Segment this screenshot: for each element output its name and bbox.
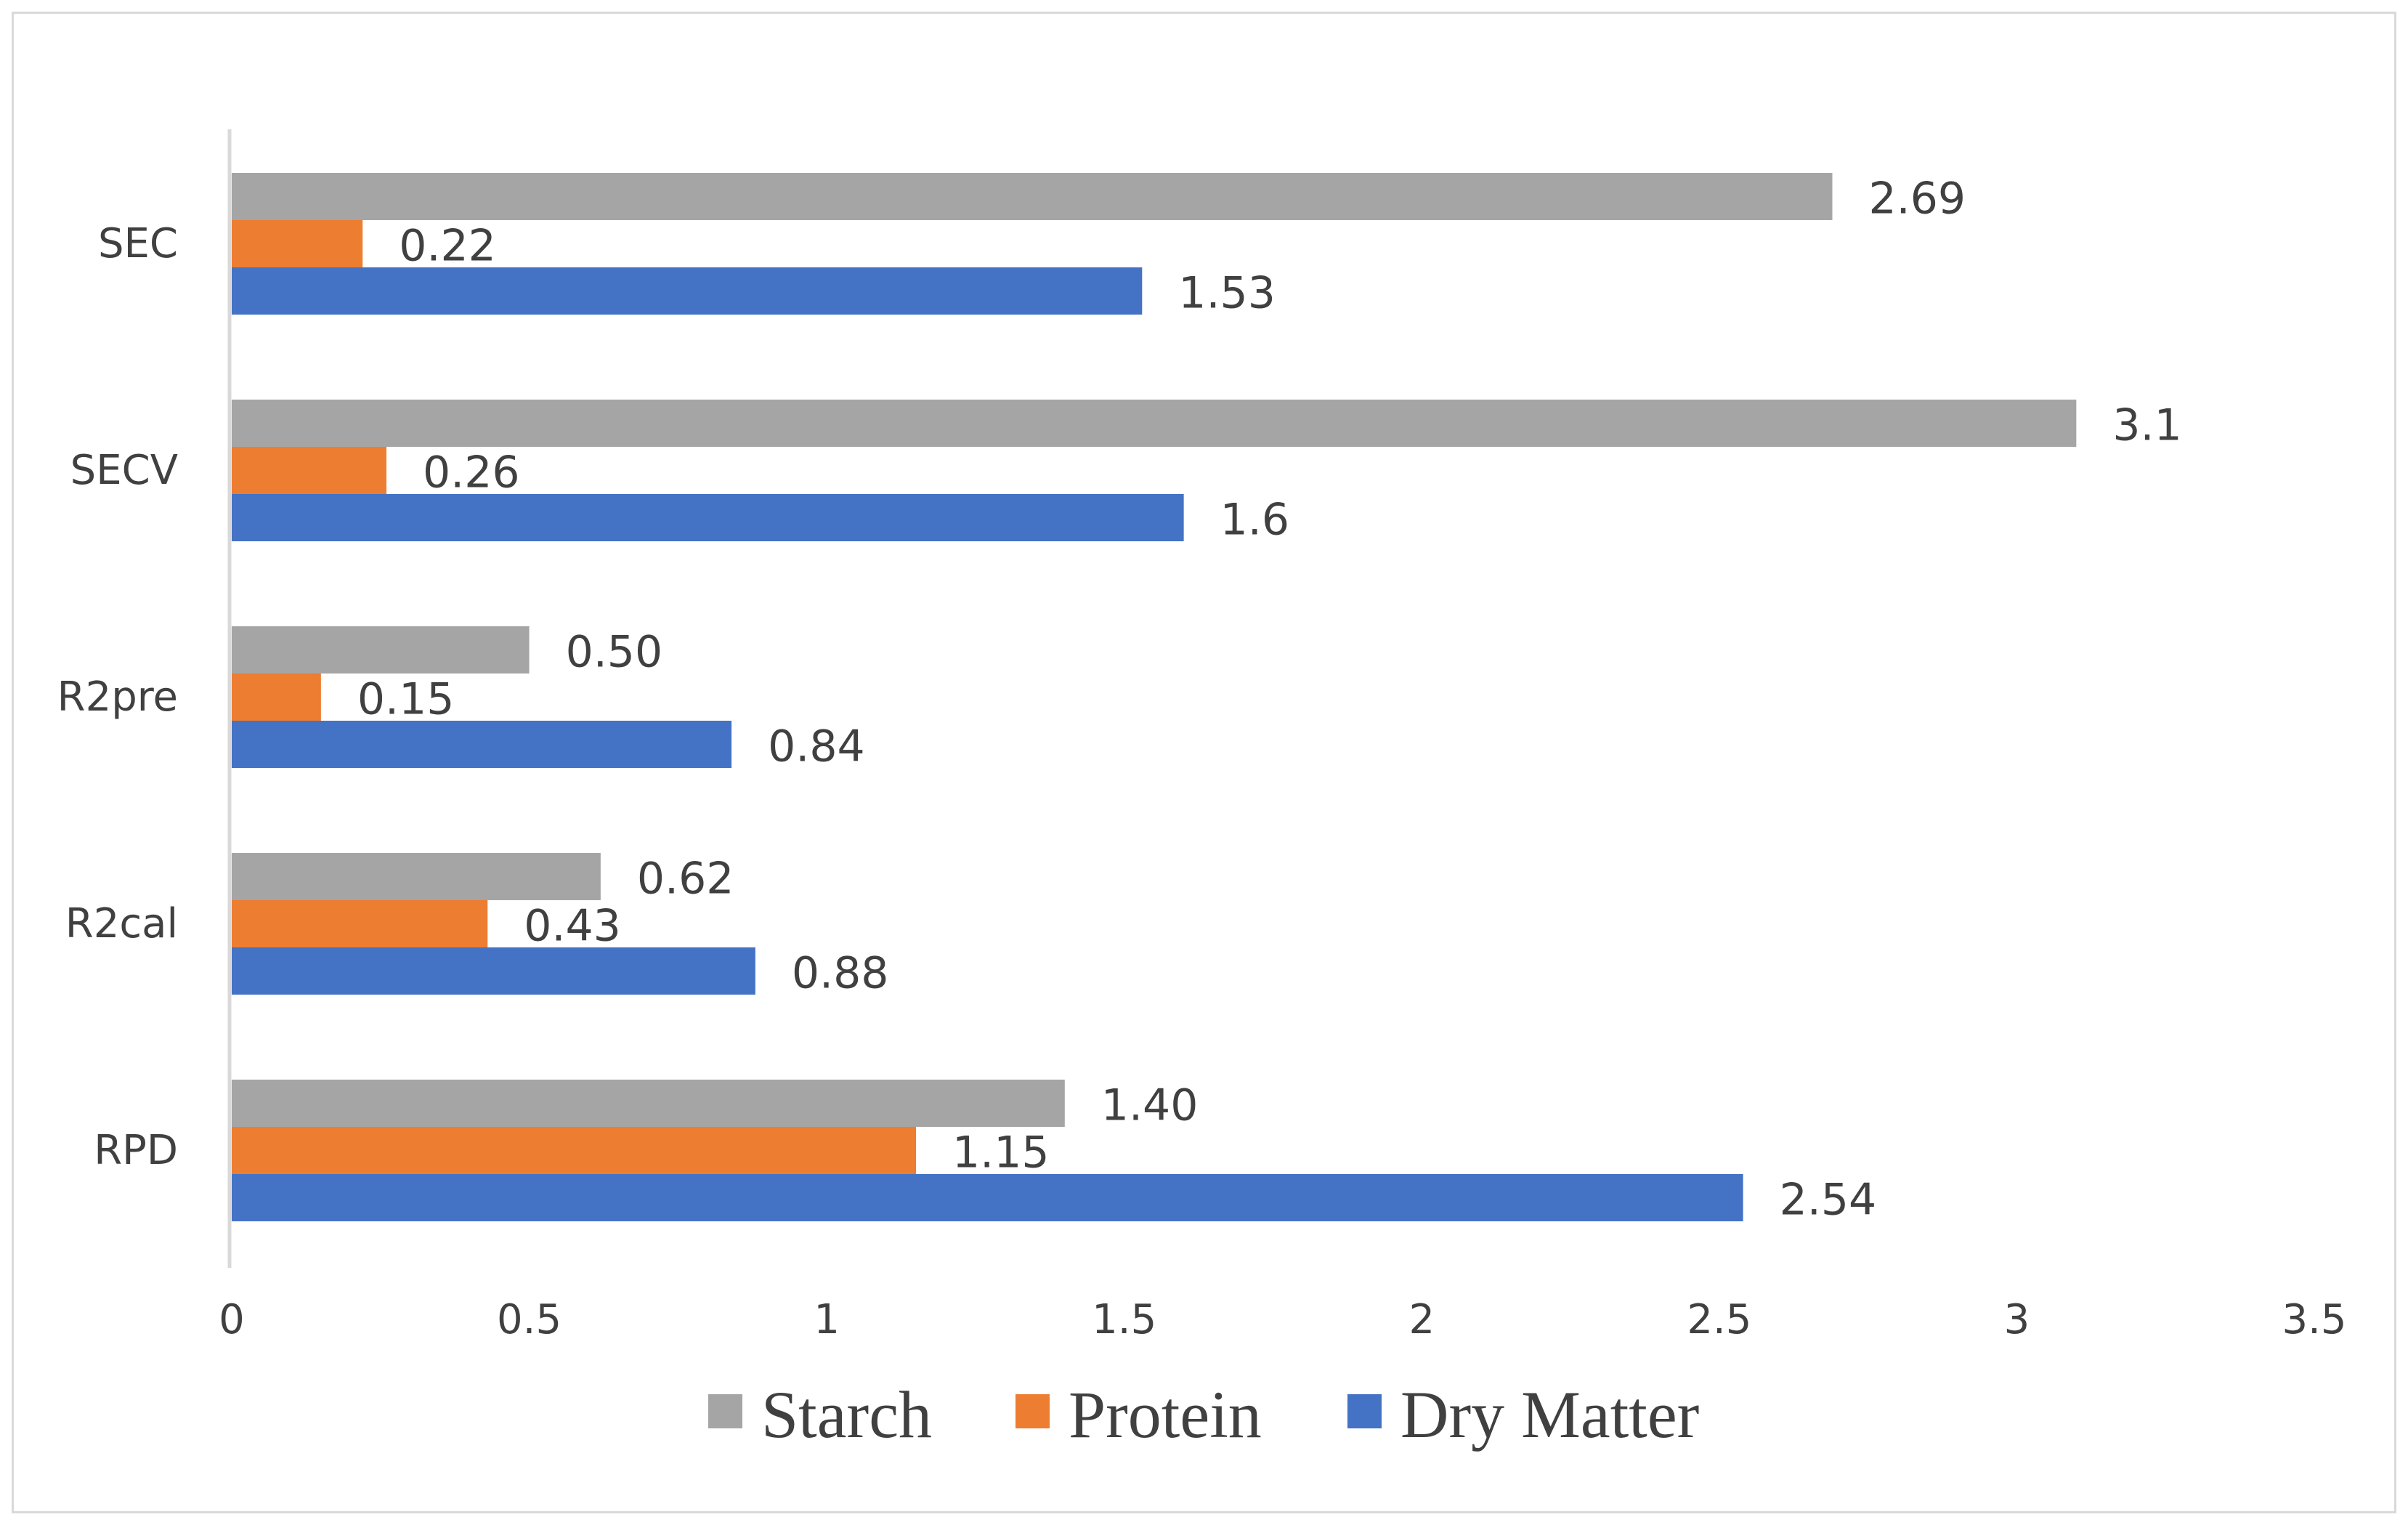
x-tick-label-3-5: 3.5 (2282, 1296, 2346, 1343)
bar-protein-r2cal (232, 900, 488, 947)
data-label-starch-r2pre: 0.50 (566, 627, 663, 678)
x-tick-label-0: 0 (219, 1296, 245, 1343)
category-label-r2cal: R2cal (65, 900, 178, 947)
bar-protein-rpd (232, 1127, 917, 1174)
category-label-rpd: RPD (94, 1127, 178, 1174)
data-label-dry-matter-secv: 1.6 (1220, 495, 1289, 546)
category-label-secv: SECV (70, 447, 178, 494)
x-axis-ticks: 0 0.5 1 1.5 2 2.5 3 3.5 (219, 1296, 2346, 1343)
bar-dry-matter-r2cal (232, 947, 755, 995)
legend-swatch-protein (1016, 1394, 1050, 1428)
legend-label-protein: Protein (1069, 1378, 1262, 1452)
x-tick-label-2-5: 2.5 (1687, 1296, 1751, 1343)
x-tick-label-3: 3 (2004, 1296, 2030, 1343)
bar-dry-matter-r2pre (232, 721, 732, 768)
legend: Starch Protein Dry Matter (708, 1378, 1699, 1452)
category-label-r2pre: R2pre (57, 673, 178, 721)
bar-protein-secv (232, 447, 386, 494)
data-label-dry-matter-r2cal: 0.88 (792, 948, 889, 999)
category-labels: SEC SECV R2pre R2cal RPD (57, 220, 178, 1174)
bar-protein-r2pre (232, 673, 321, 721)
data-label-starch-rpd: 1.40 (1101, 1080, 1199, 1131)
x-tick-label-2: 2 (1408, 1296, 1435, 1343)
legend-swatch-starch (708, 1394, 742, 1428)
bar-starch-sec (232, 173, 1833, 220)
data-label-protein-r2pre: 0.15 (357, 674, 455, 725)
data-label-dry-matter-sec: 1.53 (1178, 268, 1276, 319)
data-label-starch-r2cal: 0.62 (637, 854, 734, 905)
x-tick-label-0-5: 0.5 (497, 1296, 562, 1343)
data-label-protein-secv: 0.26 (423, 448, 520, 498)
bar-starch-rpd (232, 1080, 1065, 1127)
data-label-dry-matter-rpd: 2.54 (1780, 1175, 1877, 1226)
legend-label-dry-matter: Dry Matter (1400, 1378, 1699, 1452)
legend-swatch-dry-matter (1347, 1394, 1382, 1428)
data-label-protein-r2cal: 0.43 (524, 901, 621, 952)
bar-dry-matter-sec (232, 267, 1143, 315)
x-tick-label-1-5: 1.5 (1092, 1296, 1156, 1343)
data-label-starch-secv: 3.1 (2112, 400, 2181, 451)
bar-starch-secv (232, 400, 2077, 447)
legend-label-starch: Starch (761, 1378, 932, 1452)
bar-starch-r2pre (232, 626, 530, 673)
data-label-protein-sec: 0.22 (399, 221, 496, 272)
bars-layer (232, 173, 2077, 1221)
bar-protein-sec (232, 220, 363, 267)
bar-starch-r2cal (232, 853, 601, 900)
x-tick-label-1: 1 (814, 1296, 840, 1343)
bar-dry-matter-secv (232, 494, 1184, 541)
data-labels: 2.69 0.22 1.53 3.1 0.26 1.6 0.50 0.15 0.84 0.62 0.… (357, 174, 2182, 1226)
data-label-starch-sec: 2.69 (1868, 174, 1966, 224)
category-label-sec: SEC (98, 220, 178, 267)
data-label-protein-rpd: 1.15 (952, 1128, 1050, 1178)
data-label-dry-matter-r2pre: 0.84 (768, 721, 865, 772)
bar-dry-matter-rpd (232, 1174, 1743, 1221)
